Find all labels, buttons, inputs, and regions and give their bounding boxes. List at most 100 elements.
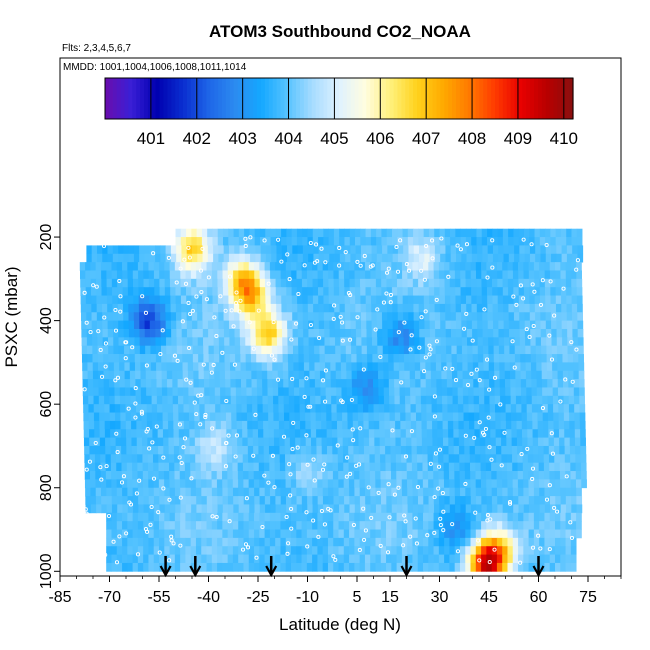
x-tick-label: 15 (381, 589, 399, 606)
heat-cell (534, 270, 540, 280)
heat-cell (145, 370, 152, 380)
heat-cell (497, 237, 504, 246)
heat-cell (285, 529, 292, 539)
heat-cell (428, 504, 435, 514)
heat-cell (291, 529, 297, 539)
heat-cell (290, 479, 297, 489)
heat-cell (565, 278, 572, 288)
heat-cell (496, 479, 503, 489)
heat-cell (122, 554, 128, 564)
measurement-point (271, 320, 276, 325)
heat-cell (447, 420, 454, 430)
heat-cell (359, 554, 366, 564)
heat-cell (90, 496, 97, 505)
heat-cell (340, 337, 346, 347)
heat-cell (137, 262, 144, 271)
heat-cell (193, 370, 199, 380)
heat-cell (301, 521, 308, 530)
heat-cell (523, 228, 530, 238)
heat-cell (470, 546, 477, 555)
heat-cell (550, 312, 557, 322)
heat-cell (264, 537, 271, 547)
heat-cell (222, 278, 229, 288)
heat-cell (429, 328, 436, 338)
heat-cell (523, 546, 529, 555)
heat-cell (572, 328, 579, 338)
heat-cell (288, 395, 295, 405)
heat-cell (99, 412, 105, 422)
heat-cell (558, 404, 565, 413)
heat-cell (568, 370, 574, 380)
heat-cell (285, 546, 292, 555)
heat-cell (486, 521, 493, 530)
heat-cell (371, 312, 378, 322)
heat-cell (470, 496, 477, 505)
heat-cell (279, 429, 285, 439)
heat-cell (108, 379, 115, 388)
heat-cell (264, 278, 271, 288)
heat-cell (302, 287, 308, 296)
colorbar-swatch (397, 78, 402, 119)
measurement-point (340, 338, 345, 343)
heat-cell (555, 521, 561, 530)
heat-cell (520, 345, 526, 355)
heat-cell (279, 437, 285, 447)
measurement-point (480, 430, 486, 435)
heat-cell (340, 328, 346, 338)
heat-cell (125, 404, 132, 413)
heat-cell (360, 504, 366, 514)
measurement-point (402, 320, 407, 325)
heat-cell (192, 320, 198, 330)
heat-cell (573, 379, 580, 388)
heat-cell (522, 462, 529, 472)
measurement-point (384, 291, 389, 296)
heat-cell (395, 445, 402, 455)
heat-cell (563, 395, 570, 405)
heat-cell (124, 362, 131, 372)
heat-cell (185, 487, 192, 497)
heat-cell (260, 295, 266, 305)
heat-cell (120, 420, 127, 430)
measurement-point (355, 315, 360, 320)
heat-cell (518, 295, 525, 305)
heat-cell (395, 437, 402, 447)
heat-cell (300, 454, 307, 464)
heat-cell (560, 512, 566, 522)
colorbar-swatch (183, 78, 188, 119)
heat-cell (247, 437, 254, 447)
heat-cell (209, 387, 216, 397)
heat-cell (278, 404, 285, 413)
heat-cell (108, 370, 115, 380)
heat-cell (245, 362, 252, 372)
heat-cell (80, 295, 87, 305)
heat-cell (313, 328, 320, 338)
heat-cell (363, 412, 369, 422)
measurement-point (194, 412, 199, 417)
heat-cell (517, 479, 524, 489)
heat-cell (571, 496, 577, 505)
heat-cell (333, 487, 339, 497)
measurement-point (358, 263, 363, 268)
heat-cell (574, 429, 581, 439)
heat-cell (460, 237, 467, 246)
measurement-point (243, 542, 249, 547)
measurement-point (118, 294, 123, 299)
heat-cell (473, 395, 480, 405)
heat-cell (487, 328, 494, 338)
heat-cell (123, 253, 130, 263)
heat-cell (111, 562, 118, 572)
heat-cell (180, 496, 187, 505)
heat-cell (139, 312, 145, 322)
heat-cell (234, 253, 240, 263)
heat-cell (452, 395, 459, 405)
heat-cell (197, 245, 203, 255)
heat-cell (334, 312, 341, 322)
heat-cell (316, 445, 323, 455)
colorbar-swatch (440, 78, 445, 119)
heat-cell (238, 237, 245, 246)
heat-cell (540, 303, 546, 313)
heat-cell (140, 354, 146, 363)
heat-cell (238, 487, 244, 497)
heat-cell (477, 337, 484, 347)
heat-cell (528, 529, 535, 539)
